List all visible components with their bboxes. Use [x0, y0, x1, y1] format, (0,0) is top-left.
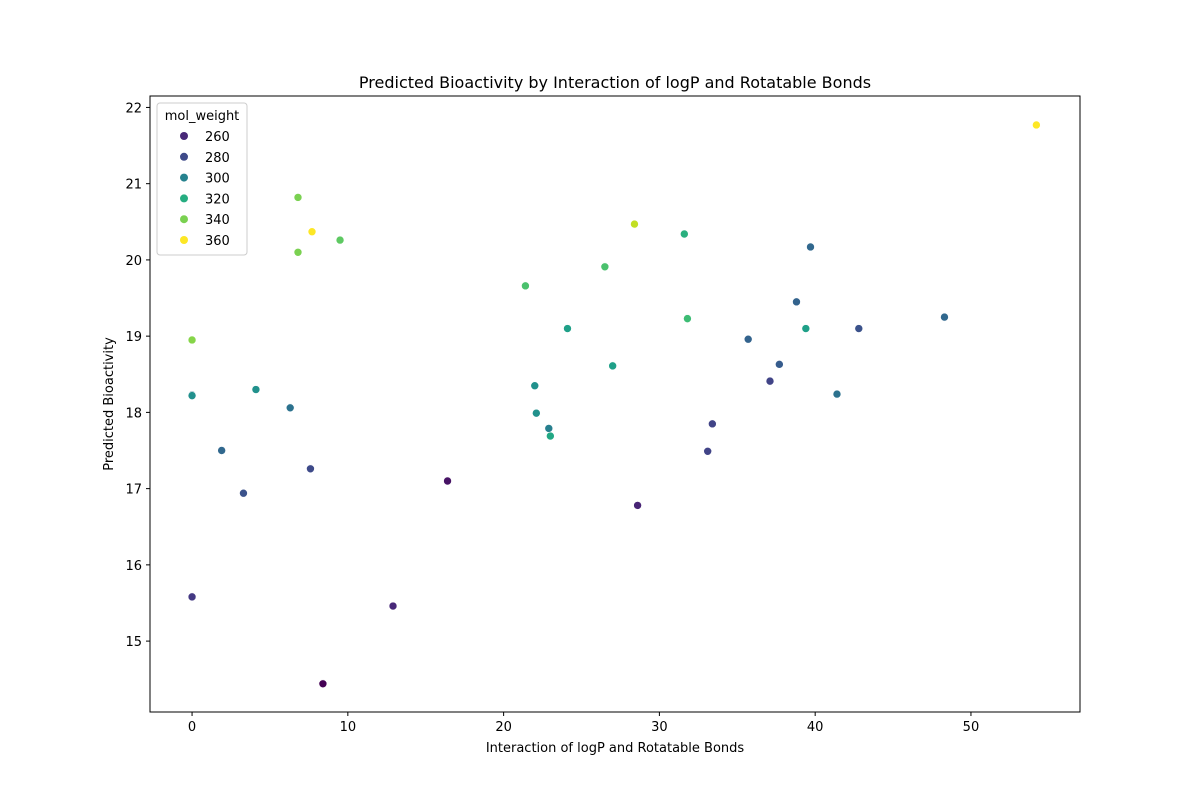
- x-tick-label: 20: [495, 720, 512, 735]
- legend-label: 340: [205, 213, 230, 228]
- y-tick-label: 15: [125, 635, 142, 650]
- data-point: [521, 281, 530, 291]
- data-point: [563, 324, 572, 333]
- data-point: [217, 446, 226, 455]
- data-point: [443, 476, 452, 486]
- chart-title: Predicted Bioactivity by Interaction of …: [359, 73, 871, 92]
- data-point: [251, 385, 261, 394]
- data-point: [608, 361, 617, 371]
- y-tick-label: 22: [125, 101, 142, 116]
- data-point: [187, 335, 197, 345]
- data-point: [683, 314, 692, 323]
- x-axis-ticks: 0 10 20 30 40 50: [188, 712, 979, 735]
- data-point: [854, 324, 864, 333]
- data-point: [187, 592, 197, 602]
- x-tick-label: 40: [807, 720, 824, 735]
- data-point: [187, 391, 197, 400]
- legend-marker: [180, 236, 188, 244]
- y-axis-ticks: 15 16 17 18 19 20 21 22: [125, 101, 150, 650]
- y-tick-label: 21: [125, 178, 142, 193]
- legend: mol_weight 260 280 300 320 340 360: [156, 102, 248, 256]
- legend-marker: [180, 152, 188, 161]
- data-point: [806, 242, 815, 252]
- data-point: [1032, 120, 1041, 130]
- data-point: [293, 193, 303, 202]
- x-tick-label: 10: [340, 720, 357, 735]
- legend-label: 280: [205, 151, 230, 166]
- x-tick-label: 30: [651, 720, 668, 735]
- data-point: [293, 247, 303, 257]
- data-point: [801, 324, 811, 333]
- data-point: [307, 227, 317, 237]
- y-tick-label: 17: [125, 483, 142, 498]
- y-tick-label: 18: [125, 406, 142, 421]
- legend-title: mol_weight: [165, 109, 240, 124]
- data-point: [318, 679, 328, 689]
- legend-box: [156, 102, 248, 256]
- legend-label: 300: [205, 172, 230, 187]
- y-tick-label: 16: [125, 559, 142, 574]
- data-point: [680, 229, 689, 239]
- x-tick-label: 0: [188, 720, 196, 735]
- y-axis-label: Predicted Bioactivity: [102, 337, 117, 471]
- data-point: [792, 297, 801, 307]
- y-tick-label: 20: [125, 254, 142, 269]
- legend-label: 360: [205, 234, 230, 249]
- data-point: [532, 408, 541, 418]
- data-point: [832, 389, 842, 399]
- data-point: [546, 431, 555, 441]
- data-point: [940, 312, 949, 322]
- legend-marker: [180, 215, 188, 224]
- data-point: [703, 446, 712, 456]
- legend-label: 260: [205, 130, 230, 145]
- legend-label: 320: [205, 192, 230, 207]
- data-point: [630, 219, 639, 229]
- data-points: [187, 120, 1041, 689]
- data-point: [335, 235, 345, 245]
- y-tick-label: 19: [125, 330, 142, 345]
- legend-marker: [180, 173, 188, 182]
- data-point: [239, 488, 248, 498]
- data-point: [530, 381, 540, 391]
- legend-marker: [180, 132, 188, 140]
- data-point: [765, 376, 775, 386]
- x-axis-label: Interaction of logP and Rotatable Bonds: [486, 741, 745, 756]
- x-tick-label: 50: [963, 720, 980, 735]
- data-point: [544, 424, 554, 433]
- data-point: [708, 419, 717, 429]
- legend-marker: [180, 194, 188, 203]
- data-point: [633, 501, 642, 510]
- legend-entries: 260 280 300 320 340 360: [180, 130, 230, 249]
- data-point: [306, 464, 315, 474]
- data-point: [285, 403, 295, 413]
- data-point: [775, 360, 784, 369]
- data-point: [388, 601, 398, 611]
- plot-frame: [149, 95, 1081, 713]
- data-point: [743, 334, 753, 344]
- data-point: [600, 262, 610, 272]
